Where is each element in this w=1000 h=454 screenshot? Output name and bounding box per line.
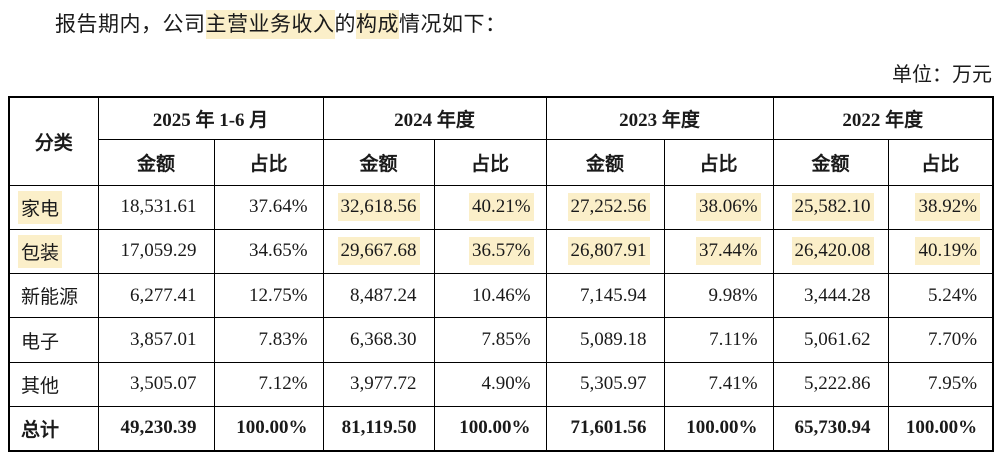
amount-cell: 5,305.97: [580, 373, 647, 395]
amount-cell: 5,222.86: [804, 373, 871, 395]
share-cell: 37.44%: [695, 237, 761, 266]
amount-cell: 3,505.07: [130, 373, 197, 395]
share-cell: 12.75%: [248, 284, 308, 306]
amount-cell: 5,089.18: [580, 329, 647, 351]
header-amount: 金额: [772, 138, 889, 186]
share-cell: 7.83%: [258, 329, 308, 351]
table-row-total: 总计 49,230.39 100.00% 81,119.50 100.00% 7…: [8, 405, 994, 452]
share-cell: 9.98%: [708, 284, 758, 306]
amount-cell: 6,368.30: [350, 329, 417, 351]
amount-cell: 25,582.10: [791, 193, 874, 222]
amount-cell: 5,061.62: [804, 329, 871, 351]
table-row-packaging: 包装 17,059.29 34.65% 29,667.68 36.57% 26,…: [8, 228, 994, 275]
category-label: 电子: [21, 331, 60, 353]
header-period-2023: 2023 年度: [545, 96, 774, 140]
share-cell: 10.46%: [471, 284, 531, 306]
share-cell: 7.95%: [927, 373, 978, 395]
share-cell: 7.41%: [708, 373, 758, 395]
share-cell: 38.92%: [915, 193, 981, 222]
share-cell: 4.90%: [481, 373, 531, 395]
intro-text: 情况如下：: [399, 12, 507, 36]
header-period-2024: 2024 年度: [322, 96, 547, 140]
table-row-appliances: 家电 18,531.61 37.64% 32,618.56 40.21% 27,…: [8, 184, 994, 230]
category-label: 新能源: [21, 287, 79, 309]
header-amount: 金额: [97, 138, 215, 186]
intro-text: 的: [334, 12, 356, 36]
category-label: 包装: [18, 234, 63, 268]
header-amount: 金额: [545, 138, 665, 186]
share-cell: 38.06%: [695, 193, 761, 222]
amount-cell: 3,977.72: [350, 373, 417, 395]
amount-cell: 8,487.24: [350, 284, 417, 306]
header-amount: 金额: [322, 138, 435, 186]
amount-cell: 18,531.61: [120, 196, 197, 218]
share-cell: 34.65%: [248, 240, 308, 262]
header-share: 占比: [213, 138, 324, 186]
amount-cell: 6,277.41: [130, 284, 197, 306]
share-cell: 100.00%: [459, 417, 531, 439]
category-label: 其他: [21, 375, 60, 397]
table-row-new-energy: 新能源 6,277.41 12.75% 8,487.24 10.46% 7,14…: [8, 273, 994, 319]
category-label: 总计: [21, 419, 60, 441]
unit-label: 单位：万元: [892, 64, 992, 86]
share-cell: 100.00%: [905, 417, 978, 439]
amount-cell: 17,059.29: [120, 240, 197, 262]
amount-cell: 27,252.56: [567, 193, 650, 222]
table-row-electronics: 电子 3,857.01 7.83% 6,368.30 7.85% 5,089.1…: [8, 317, 994, 363]
amount-cell: 65,730.94: [794, 417, 871, 439]
amount-cell: 32,618.56: [337, 193, 420, 222]
share-cell: 7.70%: [927, 329, 978, 351]
category-label: 家电: [18, 190, 63, 224]
amount-cell: 3,444.28: [804, 284, 871, 306]
share-cell: 100.00%: [236, 417, 308, 439]
intro-text: 报告期内，公司: [55, 12, 206, 36]
share-cell: 5.24%: [927, 284, 978, 306]
amount-cell: 29,667.68: [337, 237, 420, 266]
highlighted-term-main-revenue: 主营业务收入: [205, 10, 335, 39]
intro-paragraph: 报告期内，公司主营业务收入的构成情况如下：: [55, 8, 507, 39]
share-cell: 37.64%: [248, 196, 308, 218]
amount-cell: 3,857.01: [130, 329, 197, 351]
share-cell: 40.19%: [915, 237, 981, 266]
amount-cell: 26,420.08: [791, 237, 874, 266]
highlighted-term-composition: 构成: [356, 10, 399, 39]
revenue-composition-table: 分类 2025 年 1-6 月 2024 年度 2023 年度 2022 年度 …: [8, 96, 995, 452]
share-cell: 7.11%: [709, 329, 758, 351]
share-cell: 7.85%: [481, 329, 531, 351]
header-period-2025h1: 2025 年 1-6 月: [97, 96, 324, 140]
table-row-other: 其他 3,505.07 7.12% 3,977.72 4.90% 5,305.9…: [8, 361, 994, 407]
share-cell: 40.21%: [468, 193, 534, 222]
share-cell: 7.12%: [258, 373, 308, 395]
amount-cell: 49,230.39: [120, 417, 197, 439]
amount-cell: 71,601.56: [570, 417, 647, 439]
header-share: 占比: [433, 138, 547, 186]
header-share: 占比: [663, 138, 774, 186]
header-share: 占比: [887, 138, 994, 186]
amount-cell: 81,119.50: [341, 417, 417, 439]
share-cell: 100.00%: [686, 417, 758, 439]
header-period-2022: 2022 年度: [772, 96, 994, 140]
header-category: 分类: [8, 96, 99, 186]
amount-cell: 7,145.94: [580, 284, 647, 306]
share-cell: 36.57%: [468, 237, 534, 266]
amount-cell: 26,807.91: [567, 237, 650, 266]
